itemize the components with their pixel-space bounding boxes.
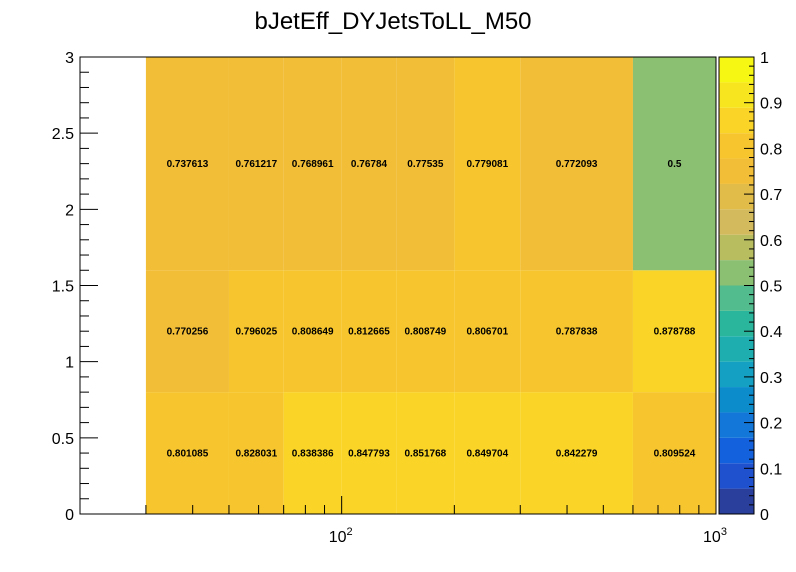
- cell-value-label: 0.842279: [556, 449, 598, 460]
- y-tick-label: 2: [65, 202, 74, 219]
- x-axis: 102 103: [79, 496, 727, 546]
- heatmap-cell: [341, 392, 397, 514]
- cell-value-label: 0.737613: [167, 159, 209, 170]
- heatmap-cell: [396, 392, 455, 514]
- palette-swatch: [719, 437, 754, 464]
- x-tick-label-base: 10: [329, 529, 347, 546]
- heatmap-cell: [396, 57, 455, 271]
- palette-swatch: [719, 336, 754, 362]
- palette-swatch: [719, 260, 754, 286]
- palette-tick-label: 0.3: [760, 370, 782, 387]
- y-tick-label: 1: [65, 355, 74, 372]
- cell-value-label: 0.787838: [556, 327, 598, 338]
- cell-value-label: 0.77535: [407, 159, 444, 170]
- cell-value-label: 0.796025: [235, 327, 277, 338]
- cell-value-label: 0.809524: [654, 449, 696, 460]
- chart-title: bJetEff_DYJetsToLL_M50: [254, 8, 531, 35]
- y-tick-label: 3: [65, 50, 74, 67]
- heatmap-cell: [632, 57, 716, 271]
- color-palette-legend: 0 0.1 0.2 0.3 0.4 0.5 0.6 0.7 0.8 0.9 1: [718, 50, 782, 524]
- palette-swatch: [719, 183, 754, 210]
- palette-swatch: [719, 387, 754, 413]
- cell-value-label: 0.838386: [292, 449, 334, 460]
- heatmap-cell: [632, 392, 716, 514]
- palette-swatch: [719, 209, 754, 235]
- palette-swatch: [719, 133, 754, 159]
- heatmap-cell: [228, 57, 284, 271]
- heatmap-cell: [228, 392, 284, 514]
- x-tick-label-exponent: 3: [721, 526, 727, 538]
- cell-value-label: 0.808649: [292, 327, 334, 338]
- palette-swatch: [719, 412, 754, 438]
- cell-value-label: 0.761217: [235, 159, 277, 170]
- x-tick-label: 102: [329, 526, 353, 546]
- y-tick-label: 0.5: [52, 431, 74, 448]
- heatmap-cell: [145, 392, 229, 514]
- palette-tick-label: 0.7: [760, 187, 782, 204]
- heatmap-cell: [341, 57, 397, 271]
- cell-value-label: 0.847793: [348, 449, 390, 460]
- heatmap-cell: [396, 270, 455, 393]
- palette-swatch: [719, 82, 754, 108]
- cell-value-label: 0.851768: [404, 449, 446, 460]
- heatmap-cell: [632, 270, 716, 393]
- palette-tick-label: 0: [760, 507, 769, 524]
- palette-swatch: [719, 234, 754, 261]
- cell-value-label: 0.878788: [654, 327, 696, 338]
- palette-tick-label: 0.1: [760, 461, 782, 478]
- heatmap-cell: [145, 57, 229, 271]
- palette-tick-label: 0.6: [760, 233, 782, 250]
- cell-value-label: 0.772093: [556, 159, 598, 170]
- palette-swatch: [719, 310, 754, 337]
- palette-tick-label: 0.9: [760, 96, 782, 113]
- palette-tick-label: 0.8: [760, 141, 782, 158]
- x-tick-label-base: 10: [703, 529, 721, 546]
- palette-swatch: [719, 488, 754, 514]
- heatmap-cell: [520, 270, 633, 393]
- heatmap-cell: [283, 57, 342, 271]
- heatmap-cell: [341, 270, 397, 393]
- cell-value-label: 0.849704: [466, 449, 508, 460]
- palette-tick-label: 0.5: [760, 279, 782, 296]
- palette-swatch: [719, 158, 754, 184]
- heatmap-cell-labels: 0.801085 0.828031 0.838386 0.847793 0.851768…: [167, 159, 696, 459]
- palette-swatch: [719, 57, 754, 83]
- cell-value-label: 0.812665: [348, 327, 390, 338]
- palette-swatch: [719, 285, 754, 311]
- cell-value-label: 0.770256: [167, 327, 209, 338]
- heatmap-cell: [145, 270, 229, 393]
- palette-swatch: [719, 463, 754, 489]
- palette-swatch: [719, 361, 754, 388]
- cell-value-label: 0.801085: [167, 449, 209, 460]
- palette-swatch: [719, 107, 754, 134]
- heatmap-cells: [145, 57, 716, 514]
- y-axis: 0 0.5 1 1.5 2 2.5 3: [52, 50, 98, 524]
- cell-value-label: 0.828031: [235, 449, 277, 460]
- palette-tick-label: 0.4: [760, 324, 782, 341]
- heatmap-cell: [520, 392, 633, 514]
- heatmap-cell: [454, 392, 521, 514]
- heatmap-cell: [228, 270, 284, 393]
- cell-value-label: 0.779081: [466, 159, 508, 170]
- heatmap-cell: [454, 57, 521, 271]
- y-tick-label: 0: [65, 507, 74, 524]
- palette-tick-label: 1: [760, 50, 769, 67]
- heatmap-cell: [454, 270, 521, 393]
- y-tick-label: 1.5: [52, 279, 74, 296]
- cell-value-label: 0.806701: [466, 327, 508, 338]
- cell-value-label: 0.768961: [292, 159, 334, 170]
- heatmap-cell: [520, 57, 633, 271]
- x-tick-label-exponent: 2: [346, 526, 352, 538]
- palette-tick-label: 0.2: [760, 416, 782, 433]
- y-tick-label: 2.5: [52, 126, 74, 143]
- x-tick-label: 103: [703, 526, 727, 546]
- cell-value-label: 0.5: [668, 159, 682, 170]
- cell-value-label: 0.76784: [351, 159, 388, 170]
- cell-value-label: 0.808749: [404, 327, 446, 338]
- heatmap-cell: [283, 270, 342, 393]
- heatmap-cell: [283, 392, 342, 514]
